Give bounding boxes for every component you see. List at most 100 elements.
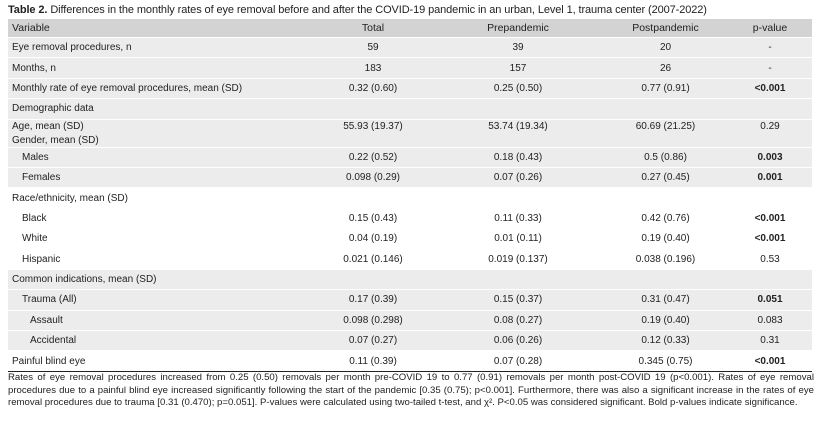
cell-prepandemic bbox=[433, 187, 603, 209]
cell-prepandemic: 0.01 (0.11) bbox=[433, 228, 603, 250]
cell-prepandemic bbox=[433, 268, 603, 290]
cell-variable: Monthly rate of eye removal procedures, … bbox=[8, 77, 313, 99]
cell-postpandemic: 26 bbox=[603, 57, 728, 79]
table-title: Differences in the monthly rates of eye … bbox=[50, 4, 707, 16]
cell-postpandemic: 20 bbox=[603, 36, 728, 58]
cell-variable: Painful blind eye bbox=[8, 350, 313, 372]
cell-prepandemic: 0.07 (0.28) bbox=[433, 350, 603, 372]
table-row: Assault 0.098 (0.298) 0.08 (0.27) 0.19 (0.4… bbox=[8, 309, 812, 331]
cell-postpandemic bbox=[603, 187, 728, 209]
cell-p-value: 0.001 bbox=[728, 166, 812, 188]
cell-prepandemic: 0.08 (0.27) bbox=[433, 309, 603, 331]
cell-variable: Trauma (All) bbox=[8, 289, 313, 311]
cell-p-value: 0.53 bbox=[728, 248, 812, 270]
cell-postpandemic: 0.5 (0.86) bbox=[603, 146, 728, 168]
cell-p-value: <0.001 bbox=[728, 207, 812, 229]
cell-total: 0.04 (0.19) bbox=[313, 228, 433, 250]
table-row: Painful blind eye 0.11 (0.39) 0.07 (0.28) 0… bbox=[8, 350, 812, 372]
cell-p-value: 0.051 bbox=[728, 289, 812, 311]
cell-total: 0.11 (0.39) bbox=[313, 350, 433, 372]
cell-postpandemic bbox=[603, 268, 728, 290]
cell-variable: White bbox=[8, 228, 313, 250]
table-row: Demographic data bbox=[8, 98, 812, 120]
cell-postpandemic bbox=[603, 133, 728, 148]
table-row: Age, mean (SD) 55.93 (19.37) 53.74 (19.34)… bbox=[8, 118, 812, 134]
table-row: White 0.04 (0.19) 0.01 (0.11) 0.19 (0.40) <0… bbox=[8, 228, 812, 250]
cell-variable: Common indications, mean (SD) bbox=[8, 268, 313, 290]
cell-total: 0.098 (0.298) bbox=[313, 309, 433, 331]
header-total: Total bbox=[313, 19, 433, 38]
table-row: Hispanic 0.021 (0.146) 0.019 (0.137) 0.038 … bbox=[8, 248, 812, 270]
cell-postpandemic: 0.038 (0.196) bbox=[603, 248, 728, 270]
cell-prepandemic: 0.07 (0.26) bbox=[433, 166, 603, 188]
cell-postpandemic: 0.19 (0.40) bbox=[603, 309, 728, 331]
table-caption: Table 2. Differences in the monthly rate… bbox=[8, 4, 707, 16]
cell-total: 0.17 (0.39) bbox=[313, 289, 433, 311]
cell-postpandemic: 0.42 (0.76) bbox=[603, 207, 728, 229]
table-label: Table 2. bbox=[8, 4, 48, 16]
table-row: Common indications, mean (SD) bbox=[8, 268, 812, 290]
cell-prepandemic: 0.019 (0.137) bbox=[433, 248, 603, 270]
cell-prepandemic: 53.74 (19.34) bbox=[433, 118, 603, 134]
cell-total: 0.098 (0.29) bbox=[313, 166, 433, 188]
cell-p-value bbox=[728, 187, 812, 209]
header-p-value: p-value bbox=[728, 19, 812, 38]
cell-postpandemic: 0.12 (0.33) bbox=[603, 330, 728, 351]
cell-total bbox=[313, 133, 433, 148]
cell-total bbox=[313, 268, 433, 290]
cell-total bbox=[313, 98, 433, 120]
table-header-row: Variable Total Prepandemic Postpandemic … bbox=[8, 19, 812, 38]
table-row: Months, n 183 157 26- bbox=[8, 57, 812, 79]
cell-postpandemic: 0.19 (0.40) bbox=[603, 228, 728, 250]
cell-variable: Gender, mean (SD) bbox=[8, 133, 313, 148]
cell-total: 59 bbox=[313, 36, 433, 58]
cell-prepandemic: 157 bbox=[433, 57, 603, 79]
cell-variable: Months, n bbox=[8, 57, 313, 79]
cell-p-value: - bbox=[728, 57, 812, 79]
table-row: Trauma (All) 0.17 (0.39) 0.15 (0.37) 0.31 (… bbox=[8, 289, 812, 311]
cell-variable: Eye removal procedures, n bbox=[8, 36, 313, 58]
cell-p-value: <0.001 bbox=[728, 228, 812, 250]
cell-prepandemic: 0.11 (0.33) bbox=[433, 207, 603, 229]
cell-postpandemic: 0.77 (0.91) bbox=[603, 77, 728, 99]
cell-prepandemic: 0.18 (0.43) bbox=[433, 146, 603, 168]
cell-postpandemic: 0.345 (0.75) bbox=[603, 350, 728, 372]
cell-variable: Hispanic bbox=[8, 248, 313, 270]
cell-postpandemic bbox=[603, 98, 728, 120]
cell-variable: Race/ethnicity, mean (SD) bbox=[8, 187, 313, 209]
cell-total: 0.021 (0.146) bbox=[313, 248, 433, 270]
table-footnote: Rates of eye removal procedures increase… bbox=[8, 372, 814, 408]
results-table: Variable Total Prepandemic Postpandemic … bbox=[8, 19, 812, 372]
cell-prepandemic bbox=[433, 98, 603, 120]
cell-variable: Black bbox=[8, 207, 313, 229]
header-prepandemic: Prepandemic bbox=[433, 19, 603, 38]
table-row: Black 0.15 (0.43) 0.11 (0.33) 0.42 (0.76) <0… bbox=[8, 207, 812, 229]
header-variable: Variable bbox=[8, 19, 313, 38]
cell-p-value: <0.001 bbox=[728, 77, 812, 99]
cell-p-value: - bbox=[728, 36, 812, 58]
table-row: Females 0.098 (0.29) 0.07 (0.26) 0.27 (0.45… bbox=[8, 166, 812, 188]
cell-variable: Assault bbox=[8, 309, 313, 331]
cell-total: 0.15 (0.43) bbox=[313, 207, 433, 229]
cell-total bbox=[313, 187, 433, 209]
cell-prepandemic: 0.06 (0.26) bbox=[433, 330, 603, 351]
cell-prepandemic: 0.25 (0.50) bbox=[433, 77, 603, 99]
cell-postpandemic: 0.27 (0.45) bbox=[603, 166, 728, 188]
table-row: Males 0.22 (0.52) 0.18 (0.43) 0.5 (0.86) 0.0… bbox=[8, 146, 812, 168]
table-row: Accidental 0.07 (0.27) 0.06 (0.26) 0.12 (0.… bbox=[8, 330, 812, 351]
cell-total: 0.22 (0.52) bbox=[313, 146, 433, 168]
cell-p-value: 0.31 bbox=[728, 330, 812, 351]
cell-variable: Males bbox=[8, 146, 313, 168]
cell-variable: Females bbox=[8, 166, 313, 188]
cell-p-value bbox=[728, 98, 812, 120]
cell-prepandemic bbox=[433, 133, 603, 148]
cell-variable: Age, mean (SD) bbox=[8, 118, 313, 134]
cell-p-value: 0.003 bbox=[728, 146, 812, 168]
header-postpandemic: Postpandemic bbox=[603, 19, 728, 38]
cell-p-value: 0.083 bbox=[728, 309, 812, 331]
cell-p-value bbox=[728, 268, 812, 290]
cell-postpandemic: 60.69 (21.25) bbox=[603, 118, 728, 134]
cell-postpandemic: 0.31 (0.47) bbox=[603, 289, 728, 311]
table-row: Eye removal procedures, n 59 39 20- bbox=[8, 36, 812, 58]
cell-total: 183 bbox=[313, 57, 433, 79]
